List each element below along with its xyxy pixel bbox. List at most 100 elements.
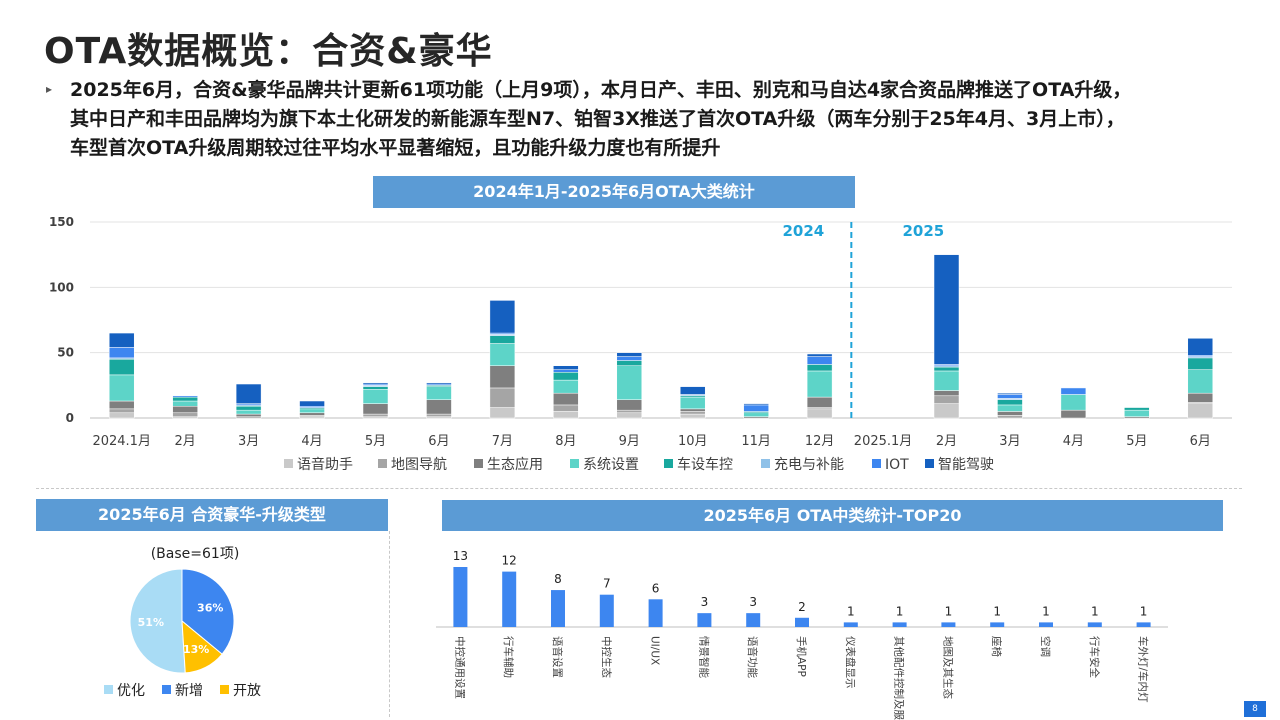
bar-segment [997,415,1023,419]
top20-data-label: 1 [847,604,855,618]
page-number: 8 [1244,701,1266,717]
x-tick-label: 3月 [238,434,259,449]
top20-category-label: 其他配件控制及服务 [893,636,906,720]
bar-segment [489,335,516,344]
bar-segment [616,352,643,357]
bar-segment [743,404,769,412]
bar-segment [172,412,198,417]
pie-legend-swatch [104,685,113,694]
bar-segment [108,400,135,410]
bar-segment [362,382,389,385]
bar-segment [679,408,706,412]
bar-segment [553,372,579,381]
pie-data-label: 13% [183,643,209,656]
bar-segment [489,387,516,408]
legend-label: 语音助手 [297,456,353,473]
x-tick-label: 2月 [175,434,196,449]
bar-segment [933,390,960,397]
top20-data-label: 1 [1042,604,1050,618]
bar-segment [1060,409,1087,419]
x-tick-label: 2月 [936,434,957,449]
pie-legend-label: 新增 [175,683,203,699]
legend-swatch [570,459,579,468]
top20-category-label: UI/UX [649,636,661,665]
bar-segment [172,400,198,407]
bar-segment [553,392,579,406]
legend-label: 车设车控 [677,456,733,473]
top20-data-label: 3 [701,595,709,609]
x-tick-label: 8月 [555,434,576,449]
bar-segment [553,379,579,394]
legend-label: IOT [885,457,909,473]
legend-label: 系统设置 [583,457,639,473]
bar-segment [235,413,262,417]
description-line-2: 其中日产和丰田品牌均为旗下本土化研发的新能源车型N7、铂智3X推送了首次OTA升… [70,108,1125,130]
bar-segment [426,386,452,400]
y-tick-label: 150 [49,215,74,229]
top20-category-label: 车外灯/车内灯 [1137,636,1150,703]
bar-segment [933,254,960,365]
bar-segment [108,332,135,348]
top20-category-label: 语音功能 [746,636,759,678]
bar-segment [679,411,706,415]
top20-bar [453,567,468,627]
x-tick-label: 4月 [1063,434,1084,449]
bar-segment [616,360,643,366]
bar-segment [235,383,262,404]
bar-segment [806,364,833,372]
legend-swatch [378,459,387,468]
legend-swatch [284,459,293,468]
top20-category-label: 地图及其生态 [941,636,954,699]
bar-segment [616,412,643,419]
top20-data-label: 6 [652,581,660,595]
bar-segment [426,382,452,385]
top20-bar [1087,622,1102,627]
x-tick-label: 2024.1月 [92,434,151,449]
bar-segment [1187,338,1214,356]
bullet-arrow-icon: ▸ [46,82,53,96]
bar-segment [806,370,833,398]
bar-segment [997,404,1023,412]
bar-segment [553,411,579,419]
bar-segment [806,353,833,357]
top20-data-label: 8 [554,572,562,586]
bar-segment [933,403,960,419]
top20-data-label: 3 [749,595,757,609]
x-tick-label: 10月 [678,434,708,449]
bar-segment [616,399,643,411]
top20-bar [892,622,907,627]
description-text: 2025年6月，合资&豪华品牌共计更新61项功能（上月9项），本月日产、丰田、别… [70,76,1260,163]
x-tick-label: 2025.1月 [854,434,913,449]
bar-segment [1060,394,1087,411]
top20-bar [795,617,809,627]
bar-segment [1060,387,1087,395]
top20-data-label: 7 [603,577,611,591]
bar-segment [1124,407,1150,411]
legend-swatch [474,459,483,468]
legend-swatch [925,459,934,468]
top20-bar [502,571,517,627]
pie-legend-label: 开放 [233,683,261,699]
bar-segment [1187,403,1214,419]
x-tick-label: 12月 [805,434,835,449]
bar-segment [108,412,135,419]
pie-chart-title: 2025年6月 合资豪华-升级类型 [36,499,388,531]
pie-legend-label: 优化 [117,683,145,699]
top20-data-label: 1 [1140,604,1148,618]
x-tick-label: 3月 [999,434,1020,449]
x-tick-label: 7月 [492,434,513,449]
pie-slice [129,568,186,674]
bar-segment [108,347,135,359]
legend-label: 智能驾驶 [938,457,994,473]
top20-category-label: 仪表盘显示 [844,636,857,689]
top20-data-label: 13 [453,549,468,563]
bar-segment [299,400,325,407]
top20-bar [1039,622,1053,627]
pie-data-label: 36% [197,602,223,615]
bar-segment [806,356,833,365]
bar-segment [616,365,643,400]
legend-label: 充电与补能 [774,457,844,473]
top20-bar [551,590,565,627]
bar-segment [616,409,643,414]
